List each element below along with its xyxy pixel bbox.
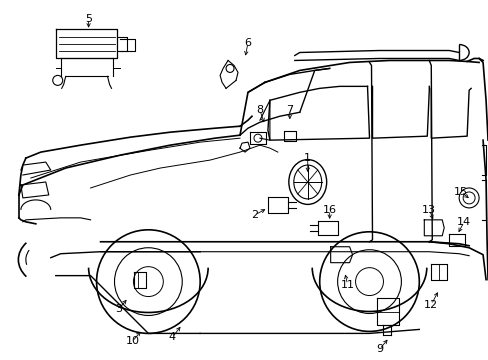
Text: 7: 7 [285, 105, 293, 115]
Text: 14: 14 [456, 217, 470, 227]
Text: 8: 8 [256, 105, 263, 115]
Text: 2: 2 [251, 210, 258, 220]
Text: 3: 3 [115, 305, 122, 315]
Text: 11: 11 [340, 280, 354, 289]
Text: 15: 15 [453, 187, 467, 197]
Text: 10: 10 [125, 336, 139, 346]
Text: 6: 6 [244, 37, 251, 48]
Text: 1: 1 [304, 153, 311, 163]
Text: 12: 12 [424, 300, 437, 310]
Text: 4: 4 [168, 332, 176, 342]
Text: 9: 9 [375, 345, 382, 354]
Text: 16: 16 [322, 205, 336, 215]
Text: 13: 13 [422, 205, 435, 215]
Text: 5: 5 [85, 14, 92, 24]
